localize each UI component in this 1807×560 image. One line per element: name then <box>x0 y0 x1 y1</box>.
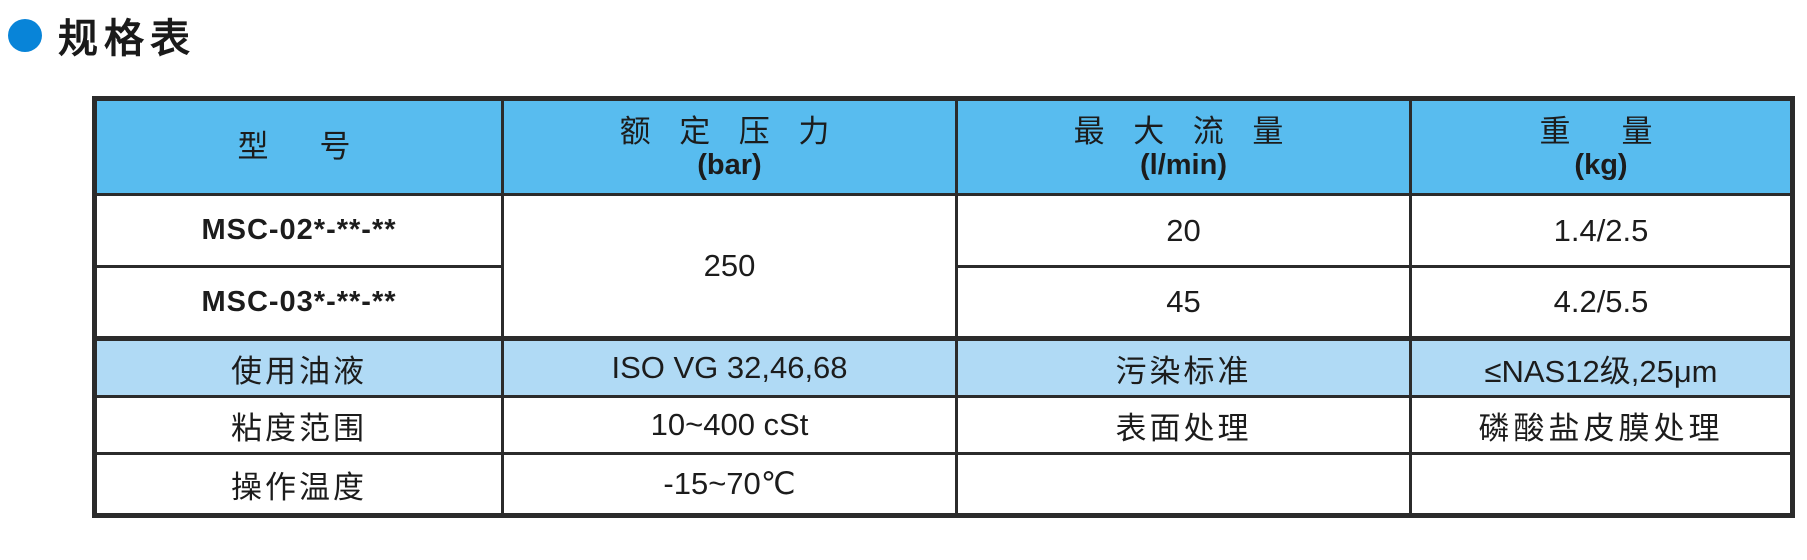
weight-cell-msc03: 4.2/5.5 <box>1409 265 1794 340</box>
viscosity-label-cell: 粘度范围 <box>93 395 504 455</box>
table-row-temperature: 操作温度 -15~70℃ <box>93 452 1794 517</box>
surface-treatment-value-cell: 磷酸盐皮膜处理 <box>1409 395 1794 455</box>
header-cell-model: 型 号 <box>93 97 504 196</box>
empty-cell-1 <box>955 452 1412 517</box>
header-cell-rated-pressure: 额 定 压 力 (bar) <box>501 97 958 196</box>
max-flow-cell-msc02: 20 <box>955 193 1412 268</box>
spec-table: 型 号 额 定 压 力 (bar) 最 大 流 量 (l/min) 重 量 (k… <box>92 96 1795 518</box>
header-weight-unit: (kg) <box>1574 148 1628 181</box>
oil-label-cell: 使用油液 <box>93 336 504 398</box>
header-cell-weight: 重 量 (kg) <box>1409 97 1794 196</box>
temperature-label-cell: 操作温度 <box>93 452 504 517</box>
contamination-label-cell: 污染标准 <box>955 336 1412 398</box>
header-rated-pressure-label: 额 定 压 力 <box>619 113 840 149</box>
empty-cell-2 <box>1409 452 1794 517</box>
section-title: 规格表 <box>8 6 196 64</box>
table-header-row: 型 号 额 定 压 力 (bar) 最 大 流 量 (l/min) 重 量 (k… <box>93 97 1794 196</box>
bullet-icon <box>8 18 42 52</box>
table-row-msc02: MSC-02*-**-** 250 20 1.4/2.5 <box>93 193 1794 340</box>
surface-treatment-label-cell: 表面处理 <box>955 395 1412 455</box>
section-title-text: 规格表 <box>58 17 196 61</box>
table-row-msc03: MSC-03*-**-** 45 4.2/5.5 <box>93 265 1794 340</box>
header-model-label: 型 号 <box>237 129 361 165</box>
weight-cell-msc02: 1.4/2.5 <box>1409 193 1794 268</box>
header-max-flow-unit: (l/min) <box>1140 148 1227 181</box>
contamination-value-cell: ≤NAS12级,25μm <box>1409 336 1794 398</box>
model-cell-msc03: MSC-03*-**-** <box>93 265 504 340</box>
temperature-value-cell: -15~70℃ <box>501 452 958 517</box>
viscosity-value-cell: 10~400 cSt <box>501 395 958 455</box>
rated-pressure-cell: 250 <box>501 193 958 340</box>
max-flow-cell-msc03: 45 <box>955 265 1412 340</box>
table-row-oil: 使用油液 ISO VG 32,46,68 污染标准 ≤NAS12级,25μm <box>93 336 1794 398</box>
oil-value-cell: ISO VG 32,46,68 <box>501 336 958 398</box>
table-row-viscosity: 粘度范围 10~400 cSt 表面处理 磷酸盐皮膜处理 <box>93 395 1794 455</box>
header-weight-label: 重 量 <box>1539 113 1663 149</box>
header-rated-pressure-unit: (bar) <box>697 148 762 181</box>
header-max-flow-label: 最 大 流 量 <box>1073 113 1294 149</box>
model-cell-msc02: MSC-02*-**-** <box>93 193 504 268</box>
header-cell-max-flow: 最 大 流 量 (l/min) <box>955 97 1412 196</box>
